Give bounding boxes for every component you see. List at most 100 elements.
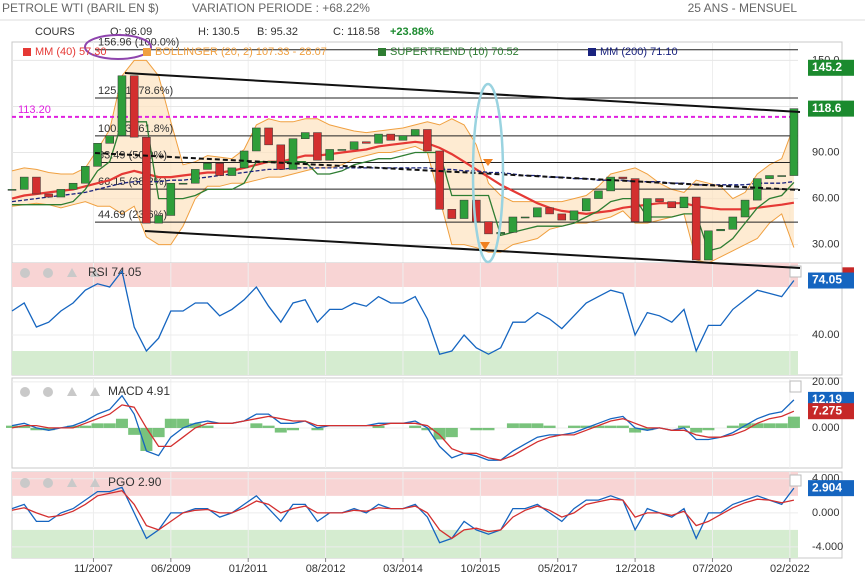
candle bbox=[545, 207, 554, 215]
indicator-title: MACD 4.91 bbox=[108, 384, 170, 398]
candle bbox=[496, 232, 505, 235]
candle bbox=[191, 169, 200, 184]
fib-label: 83.49 (50.0%) bbox=[98, 149, 167, 161]
candle bbox=[423, 129, 432, 152]
candle bbox=[166, 182, 176, 216]
panel-icon bbox=[43, 478, 53, 488]
value-badge-label: 7.275 bbox=[812, 403, 842, 417]
trendline-upper bbox=[124, 72, 801, 113]
series-line bbox=[11, 404, 795, 461]
histogram-bar bbox=[287, 427, 300, 431]
histogram-bar bbox=[726, 425, 739, 428]
histogram-bar bbox=[677, 425, 690, 428]
histogram-bar bbox=[445, 427, 458, 438]
candle bbox=[203, 163, 212, 170]
oversold-zone bbox=[12, 351, 798, 375]
histogram-bar bbox=[115, 418, 128, 428]
candle bbox=[300, 132, 310, 139]
series-line bbox=[11, 489, 795, 540]
y-tick-label: 0.000 bbox=[812, 507, 840, 519]
histogram-bar bbox=[274, 427, 287, 433]
candle bbox=[239, 150, 249, 169]
legend-swatch bbox=[23, 48, 31, 56]
panel-icon bbox=[20, 387, 30, 397]
y-tick-label: 40.00 bbox=[812, 329, 840, 341]
candle bbox=[93, 143, 102, 167]
candle bbox=[704, 230, 713, 261]
highlight-ellipse bbox=[471, 82, 505, 264]
candle bbox=[362, 141, 371, 144]
candle bbox=[643, 198, 652, 222]
trendline-lower bbox=[144, 230, 801, 269]
value-badge-label: 74.05 bbox=[812, 273, 842, 287]
candle bbox=[386, 133, 395, 141]
panel-icon bbox=[90, 268, 100, 277]
candle bbox=[252, 127, 261, 152]
legend-entry: MM (40) 57.30 bbox=[35, 46, 107, 58]
candle bbox=[398, 135, 408, 141]
histogram-bar bbox=[568, 425, 581, 428]
candle bbox=[569, 210, 579, 221]
candle bbox=[753, 178, 762, 201]
candle bbox=[655, 198, 664, 202]
histogram-bar bbox=[250, 423, 263, 428]
panel-icon bbox=[67, 268, 77, 277]
overbought-zone bbox=[12, 472, 798, 496]
candle bbox=[81, 166, 90, 184]
candle bbox=[691, 196, 701, 261]
candle bbox=[227, 167, 237, 176]
bollinger-lower bbox=[11, 145, 795, 264]
marker-label: 113.20 bbox=[18, 104, 51, 116]
quote-change: +23.88% bbox=[390, 26, 434, 38]
panel-icon bbox=[20, 478, 30, 488]
candle bbox=[679, 196, 689, 209]
y-tick-label: 20.00 bbox=[812, 376, 840, 388]
candle bbox=[56, 189, 66, 198]
indicator-title: RSI 74.05 bbox=[88, 265, 142, 279]
value-badge bbox=[808, 480, 854, 497]
histogram-bar bbox=[67, 425, 80, 428]
candle bbox=[789, 108, 799, 176]
panel-icon bbox=[90, 387, 100, 396]
histogram-bar bbox=[79, 425, 92, 428]
candle bbox=[459, 199, 469, 219]
histogram-bar bbox=[641, 427, 654, 431]
signal-marker bbox=[480, 242, 490, 250]
x-tick-label: 05/2017 bbox=[538, 563, 578, 575]
candle bbox=[716, 229, 725, 232]
candle bbox=[410, 129, 420, 136]
signal-marker bbox=[483, 159, 493, 166]
histogram-bar bbox=[372, 425, 385, 428]
annotations bbox=[84, 34, 801, 269]
histogram-bar bbox=[6, 425, 18, 428]
legend-swatch bbox=[378, 48, 386, 56]
histogram-bar bbox=[616, 425, 629, 428]
histogram-bar bbox=[433, 427, 446, 440]
histogram-bar bbox=[164, 418, 177, 428]
period-label: 25 ANS - MENSUEL bbox=[688, 1, 798, 15]
candle bbox=[618, 176, 628, 179]
legend-entry: BOLLINGER (20, 2) 107.33 - 28.07 bbox=[155, 46, 327, 58]
indicator-title: PGO 2.90 bbox=[108, 475, 162, 489]
panel-toggle bbox=[789, 265, 802, 278]
histogram-bar bbox=[543, 425, 556, 428]
quote-close: C: 118.58 bbox=[333, 26, 380, 38]
candle bbox=[276, 144, 286, 170]
y-tick-label: 30.00 bbox=[812, 239, 840, 251]
candle bbox=[667, 201, 677, 209]
histogram-bar bbox=[262, 425, 275, 428]
candle bbox=[19, 176, 29, 190]
x-tick-label: 10/2015 bbox=[460, 563, 500, 575]
x-tick-label: 07/2020 bbox=[693, 563, 733, 575]
histogram-bar bbox=[409, 425, 422, 428]
histogram-bar bbox=[604, 425, 617, 428]
candle bbox=[740, 199, 750, 218]
candle bbox=[728, 216, 738, 230]
candle bbox=[765, 175, 774, 179]
series-line bbox=[11, 269, 795, 355]
candle bbox=[313, 132, 322, 161]
candle bbox=[154, 215, 163, 224]
fib-label: 156.96 (100.0%) bbox=[98, 37, 179, 49]
